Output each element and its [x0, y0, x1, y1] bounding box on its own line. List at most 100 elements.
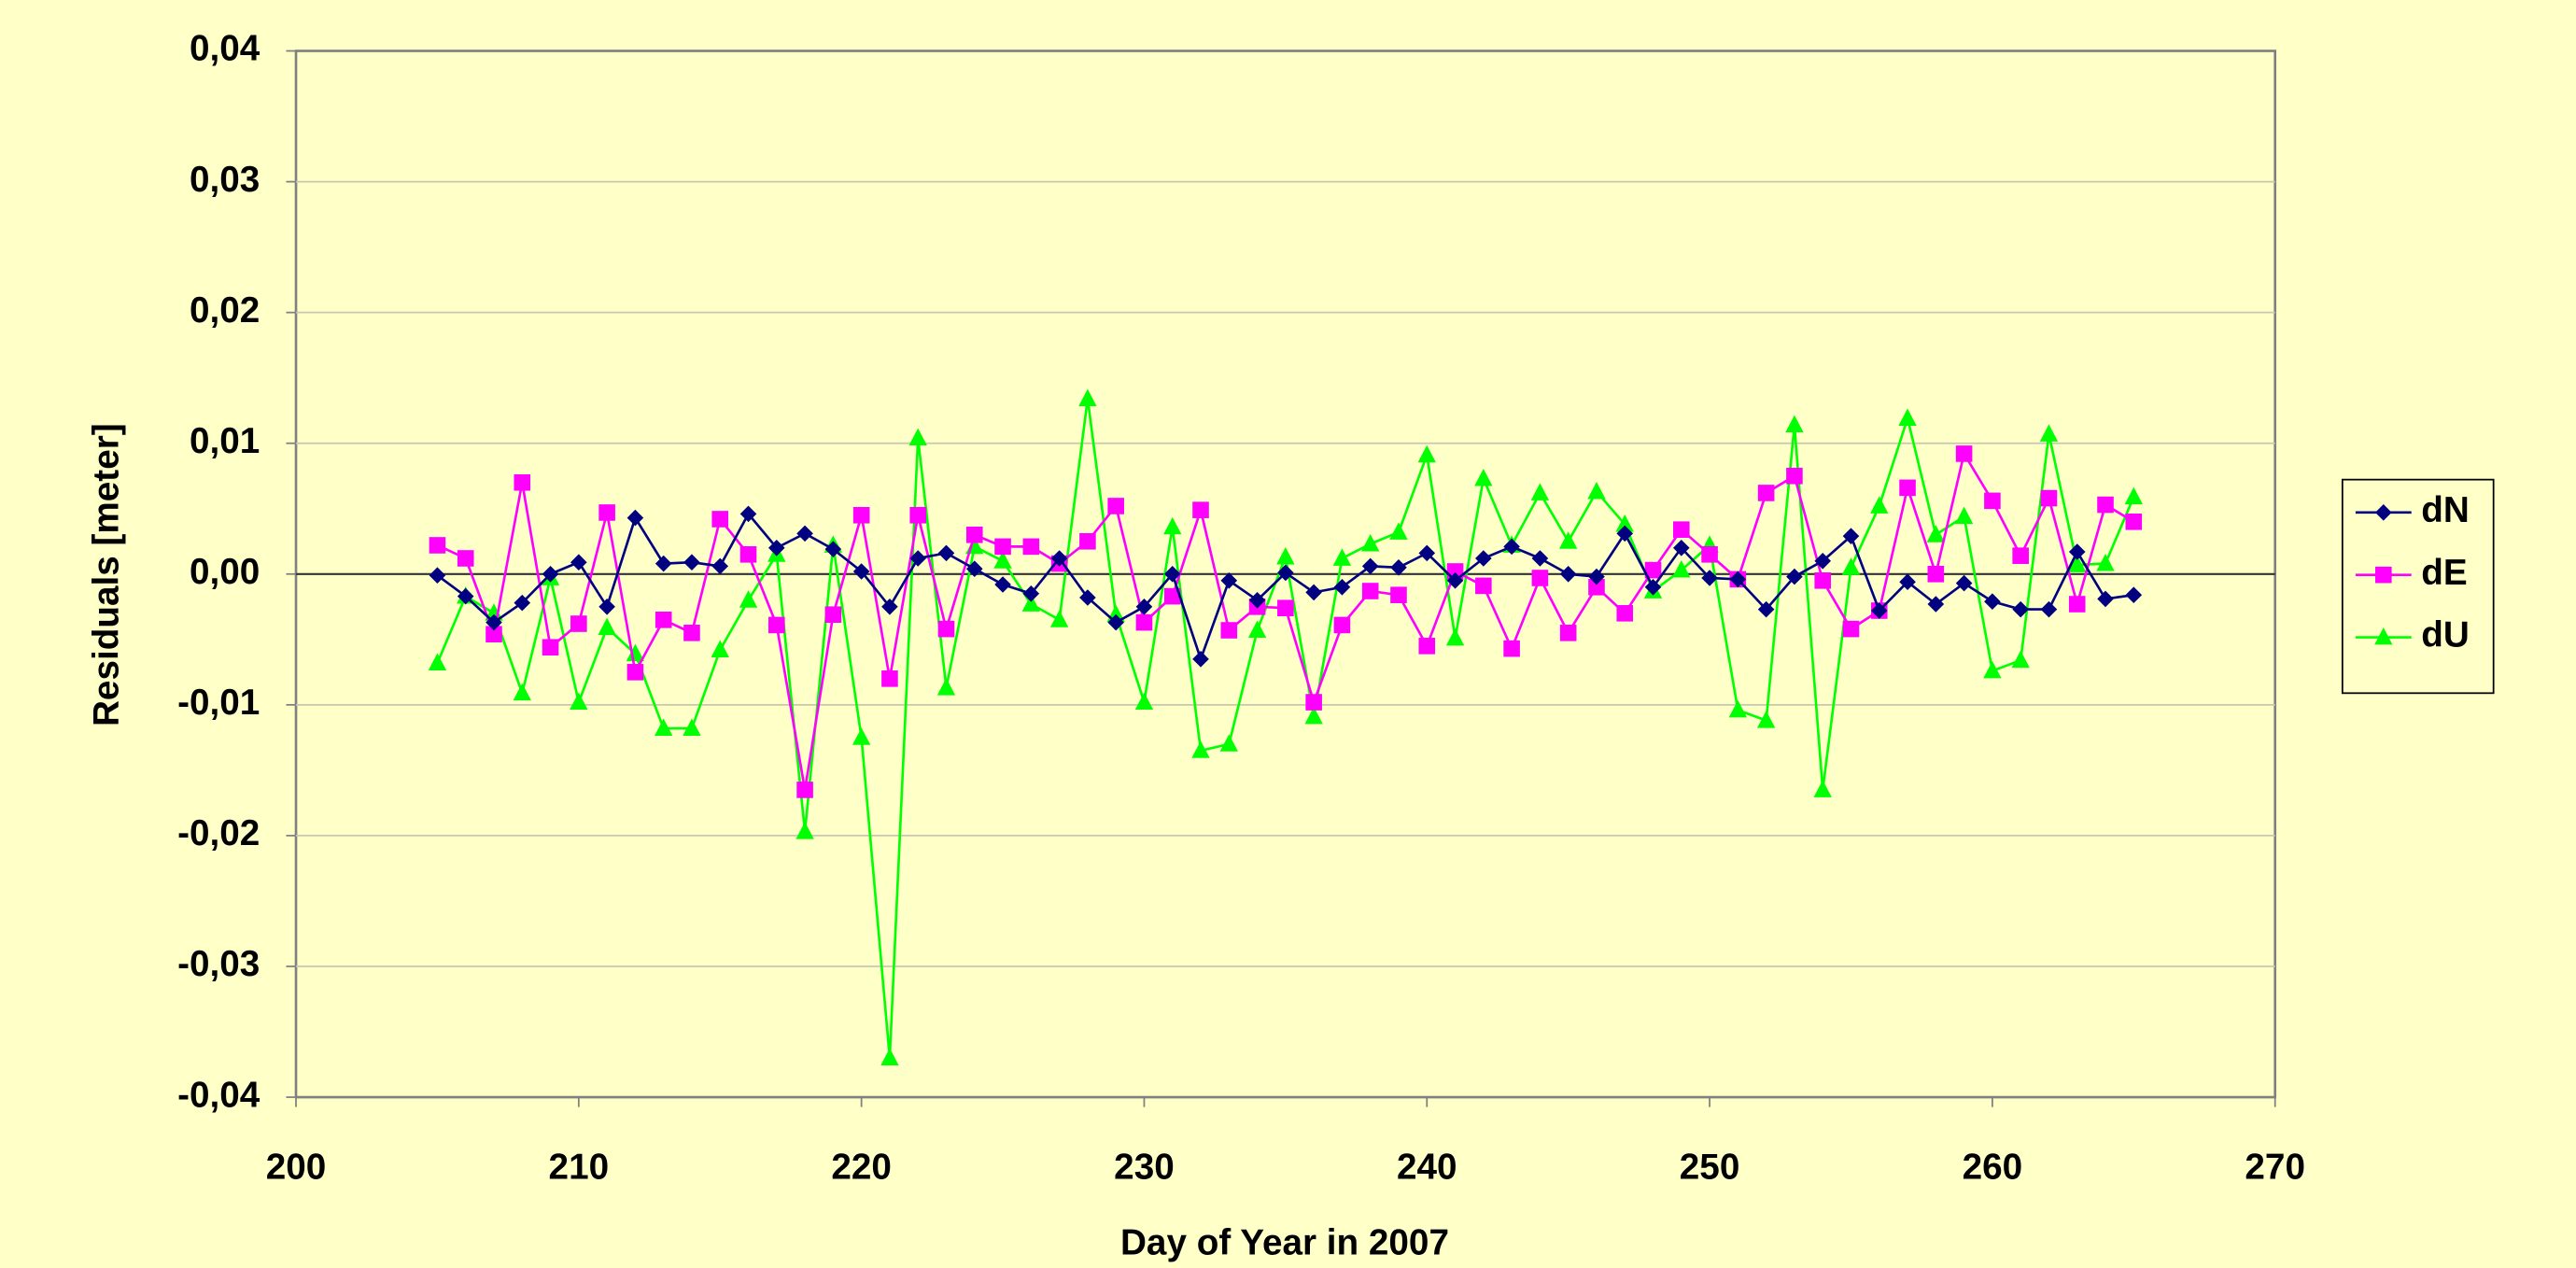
y-tick-label: 0,03: [190, 160, 260, 200]
y-tick-label: 0,02: [190, 290, 260, 331]
marker: [881, 670, 898, 687]
marker: [1332, 548, 1352, 566]
y-tick-label: 0,04: [190, 29, 260, 69]
marker: [2012, 547, 2029, 564]
marker: [711, 640, 729, 657]
marker: [570, 692, 588, 710]
marker: [880, 1048, 899, 1065]
marker: [626, 643, 645, 662]
marker: [514, 473, 531, 491]
marker: [852, 727, 871, 745]
marker: [965, 526, 983, 543]
x-tick-label: 220: [831, 1148, 892, 1188]
marker: [1163, 516, 1182, 535]
y-tick-label: -0,04: [177, 1075, 260, 1115]
legend-label: dU: [2421, 615, 2470, 655]
marker: [486, 626, 502, 643]
marker: [1445, 627, 1465, 646]
marker: [2068, 596, 2086, 613]
marker: [1079, 532, 1096, 550]
marker: [1475, 577, 1492, 595]
marker: [1616, 605, 1634, 622]
marker: [1757, 485, 1775, 501]
legend-label: dN: [2421, 490, 2470, 530]
marker: [1899, 573, 1916, 590]
marker: [1644, 579, 1662, 596]
marker: [768, 616, 785, 634]
series-1: [429, 445, 2143, 798]
marker: [1644, 561, 1662, 579]
y-tick-label: -0,01: [177, 683, 260, 723]
marker: [1672, 560, 1691, 578]
marker: [993, 551, 1012, 569]
marker: [2012, 600, 2029, 618]
marker: [2375, 566, 2392, 584]
marker: [1813, 780, 1832, 797]
marker: [655, 612, 672, 628]
marker: [542, 639, 559, 656]
x-tick-label: 240: [1397, 1148, 1457, 1188]
marker: [1870, 602, 1888, 619]
marker: [852, 506, 870, 524]
marker: [1078, 388, 1097, 407]
x-tick-label: 270: [2245, 1148, 2305, 1188]
marker: [626, 664, 644, 681]
marker: [796, 782, 813, 798]
marker: [1248, 592, 1266, 609]
x-axis-label: Day of Year in 2007: [1120, 1223, 1449, 1263]
marker: [1361, 534, 1380, 552]
y-axis-label: Residuals [meter]: [87, 423, 127, 726]
marker: [2011, 650, 2030, 669]
marker: [711, 511, 729, 528]
marker: [1361, 583, 1379, 599]
marker: [1333, 579, 1351, 596]
marker: [2040, 489, 2058, 507]
marker: [1135, 599, 1153, 615]
marker: [1389, 522, 1408, 540]
marker: [1701, 545, 1718, 563]
marker: [1984, 593, 2001, 611]
marker: [1558, 531, 1578, 549]
marker: [1530, 483, 1550, 500]
marker: [881, 599, 898, 615]
marker: [655, 555, 672, 572]
marker: [2097, 590, 2114, 608]
marker: [429, 567, 446, 584]
marker: [1474, 468, 1493, 486]
marker: [1756, 711, 1776, 728]
marker: [909, 550, 927, 567]
marker: [1757, 600, 1775, 618]
y-tick-label: -0,02: [177, 813, 260, 853]
marker: [1870, 496, 1889, 514]
marker: [1955, 574, 1973, 592]
marker: [2125, 586, 2143, 603]
marker: [2068, 543, 2086, 560]
marker: [429, 537, 446, 554]
marker: [1842, 620, 1860, 638]
y-tick-label: -0,03: [177, 944, 260, 984]
marker: [1786, 467, 1803, 485]
marker: [598, 617, 616, 636]
marker: [514, 594, 531, 612]
marker: [1587, 481, 1606, 500]
marker: [1814, 572, 1831, 589]
marker: [1531, 550, 1549, 567]
marker: [1276, 547, 1295, 565]
marker: [1247, 620, 1267, 638]
series-0: [429, 505, 2143, 668]
marker: [1192, 501, 1209, 518]
marker: [1927, 565, 1945, 583]
marker: [909, 506, 927, 524]
marker: [994, 576, 1011, 593]
marker: [739, 590, 758, 608]
marker: [1277, 564, 1294, 582]
x-tick-label: 260: [1963, 1148, 2023, 1188]
marker: [1926, 525, 1946, 542]
marker: [1615, 514, 1634, 532]
marker: [1842, 528, 1860, 544]
marker: [1304, 706, 1323, 725]
marker: [1983, 660, 2002, 679]
x-tick-label: 210: [549, 1148, 610, 1188]
marker: [1531, 570, 1549, 586]
